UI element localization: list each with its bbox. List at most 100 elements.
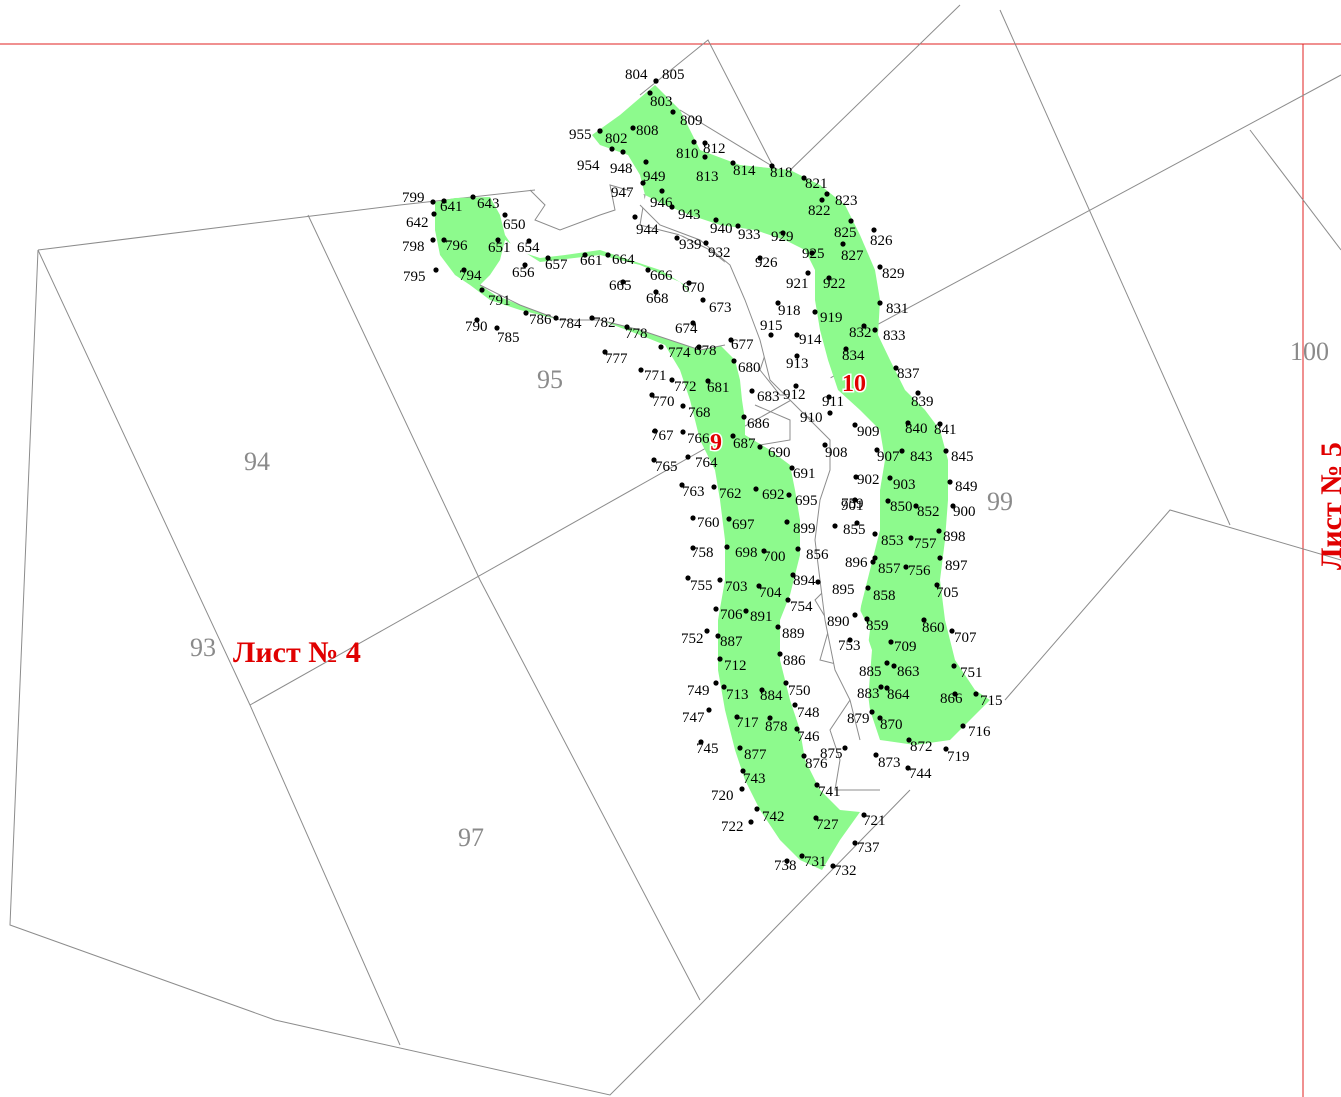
boundary-point-label: 814 — [733, 163, 756, 179]
boundary-point-label: 744 — [909, 766, 932, 782]
boundary-point-marker — [794, 353, 800, 359]
boundary-point-marker — [669, 377, 675, 383]
boundary-point-marker — [652, 428, 658, 434]
boundary-point-marker — [713, 606, 719, 612]
boundary-point-marker — [726, 516, 732, 522]
boundary-point-label: 791 — [488, 293, 511, 309]
boundary-point-marker — [784, 858, 790, 864]
boundary-point-marker — [852, 840, 858, 846]
boundary-point-marker — [431, 211, 437, 217]
boundary-point-label: 759 — [841, 496, 864, 512]
boundary-point-label: 643 — [477, 196, 500, 212]
boundary-point-marker — [937, 555, 943, 561]
boundary-point-label: 909 — [857, 424, 880, 440]
boundary-point-marker — [700, 297, 706, 303]
boundary-point-marker — [899, 448, 905, 454]
boundary-point-marker — [854, 520, 860, 526]
boundary-point-label: 651 — [488, 240, 511, 256]
boundary-point-label: 767 — [651, 428, 674, 444]
boundary-point-label: 720 — [711, 788, 734, 804]
sheet-label-5: Лист № 5 — [1315, 442, 1341, 570]
boundary-point-label: 943 — [678, 207, 701, 223]
boundary-point-marker — [680, 429, 686, 435]
boundary-point-label: 745 — [696, 741, 719, 757]
boundary-point-label: 949 — [643, 169, 666, 185]
boundary-point-marker — [685, 575, 691, 581]
boundary-point-label: 839 — [911, 394, 934, 410]
boundary-point-marker — [474, 317, 480, 323]
boundary-point-marker — [789, 465, 795, 471]
boundary-points: 804 805 803 809 955 802 808 810 812 954 948 949 813 8… — [402, 67, 1003, 879]
boundary-point-marker — [670, 109, 676, 115]
boundary-point-marker — [494, 325, 500, 331]
boundary-point-marker — [893, 365, 899, 371]
boundary-point-marker — [756, 583, 762, 589]
boundary-point-label: 772 — [674, 379, 697, 395]
allotment-10 — [592, 85, 990, 745]
boundary-point-marker — [730, 160, 736, 166]
boundary-point-label: 825 — [834, 225, 857, 241]
boundary-point-marker — [441, 237, 447, 243]
boundary-point-marker — [658, 344, 664, 350]
boundary-point-label: 754 — [790, 599, 813, 615]
boundary-point-label: 750 — [788, 683, 811, 699]
boundary-point-marker — [795, 546, 801, 552]
boundary-point-marker — [861, 323, 867, 329]
boundary-point-label: 925 — [802, 246, 825, 262]
boundary-point-label: 886 — [783, 653, 806, 669]
boundary-point-marker — [502, 212, 508, 218]
boundary-point-label: 700 — [763, 549, 786, 565]
boundary-point-marker — [891, 663, 897, 669]
boundary-point-marker — [813, 815, 819, 821]
boundary-point-marker — [775, 624, 781, 630]
boundary-point-label: 753 — [838, 638, 861, 654]
boundary-point-label: 794 — [459, 268, 482, 284]
boundary-point-label: 915 — [760, 318, 783, 334]
boundary-point-marker — [526, 238, 532, 244]
boundary-point-label: 821 — [805, 176, 828, 192]
boundary-point-label: 798 — [402, 239, 425, 255]
boundary-point-marker — [877, 300, 883, 306]
boundary-point-label: 832 — [849, 325, 872, 341]
boundary-point-marker — [843, 346, 849, 352]
boundary-point-label: 929 — [771, 229, 794, 245]
boundary-point-marker — [609, 146, 615, 152]
boundary-point-marker — [949, 628, 955, 634]
boundary-point-marker — [768, 332, 774, 338]
boundary-point-marker — [913, 503, 919, 509]
boundary-point-label: 686 — [747, 416, 770, 432]
boundary-point-label: 926 — [755, 255, 778, 271]
boundary-point-marker — [735, 223, 741, 229]
boundary-point-marker — [761, 548, 767, 554]
boundary-point-label: 837 — [897, 366, 920, 382]
boundary-point-marker — [679, 482, 685, 488]
boundary-point-label: 760 — [697, 515, 720, 531]
boundary-point-label: 681 — [707, 380, 730, 396]
boundary-point-marker — [674, 235, 680, 241]
boundary-point-marker — [769, 163, 775, 169]
boundary-point-marker — [830, 863, 836, 869]
boundary-point-label: 703 — [725, 579, 748, 595]
boundary-point-label: 803 — [650, 94, 673, 110]
boundary-point-label: 856 — [806, 547, 829, 563]
boundary-point-marker — [819, 197, 825, 203]
boundary-point-label: 911 — [822, 394, 844, 410]
boundary-point-label: 691 — [793, 466, 816, 482]
boundary-point-label: 695 — [795, 493, 818, 509]
boundary-point-marker — [906, 737, 912, 743]
boundary-point-marker — [730, 433, 736, 439]
boundary-point-label: 712 — [724, 658, 747, 674]
boundary-point-label: 810 — [676, 146, 699, 162]
boundary-point-label: 705 — [936, 585, 959, 601]
boundary-point-marker — [777, 651, 783, 657]
allotment-label-10: 10 — [842, 371, 866, 397]
boundary-point-label: 642 — [406, 215, 429, 231]
boundary-point-label: 822 — [808, 203, 831, 219]
boundary-point-label: 834 — [842, 348, 865, 364]
boundary-point-marker — [649, 392, 655, 398]
boundary-point-label: 799 — [402, 190, 425, 206]
boundary-point-marker — [582, 252, 588, 258]
boundary-point-marker — [690, 320, 696, 326]
boundary-point-label: 670 — [682, 280, 705, 296]
boundary-point-label: 692 — [762, 487, 785, 503]
